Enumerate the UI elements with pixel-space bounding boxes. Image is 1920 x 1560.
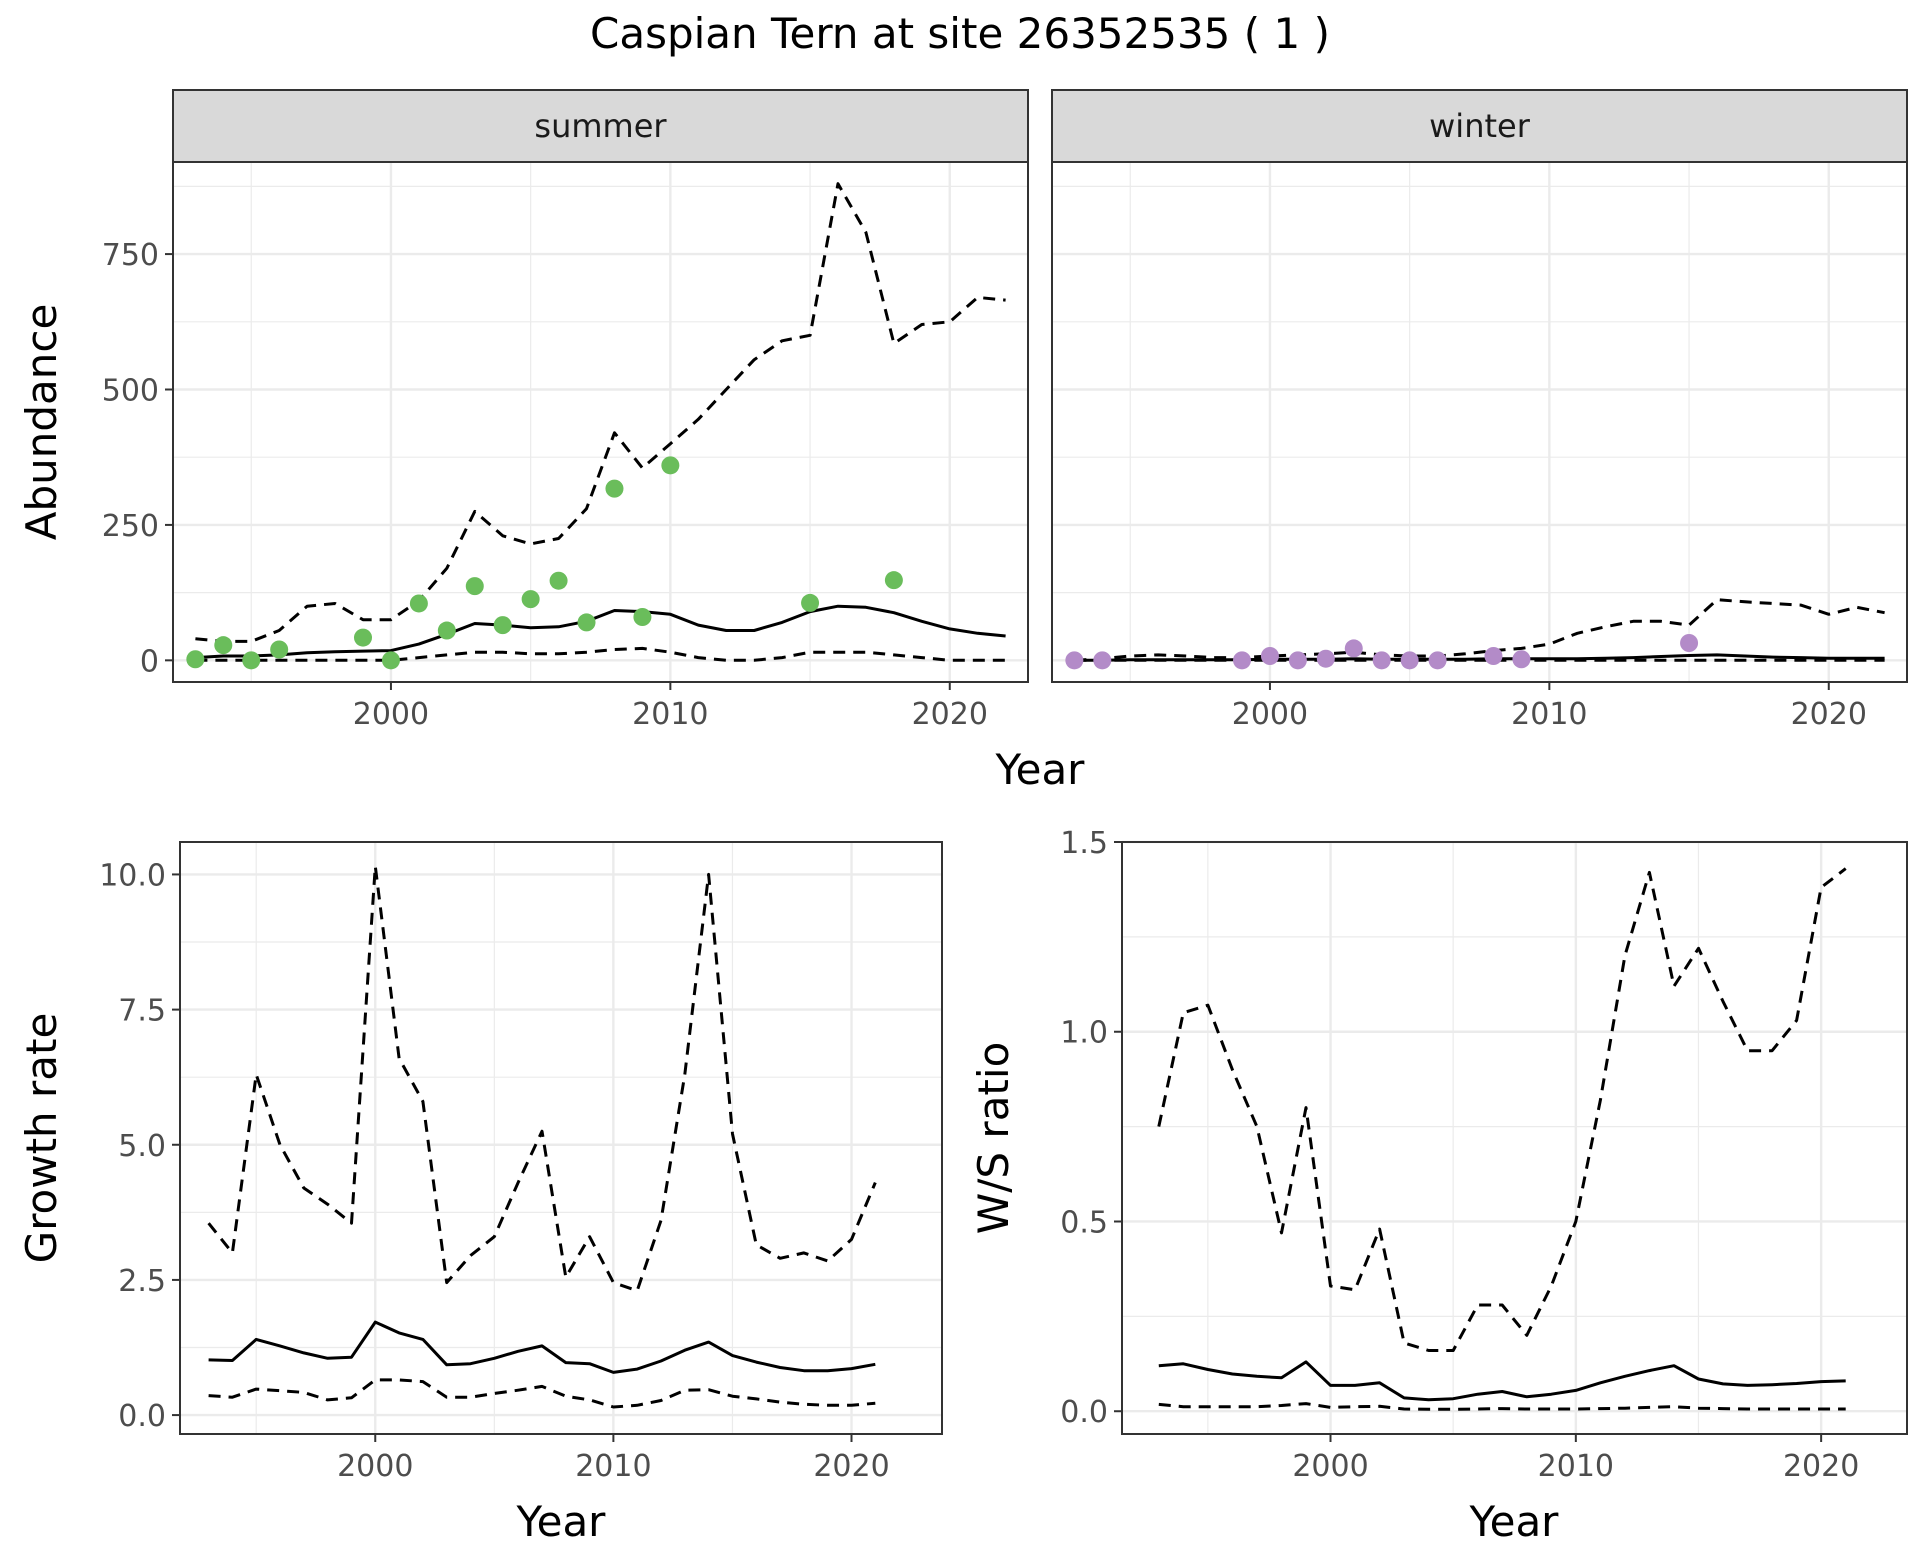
abundance-summer-strip xyxy=(172,89,1029,163)
ratio-x-tick-label: 2010 xyxy=(1538,1449,1614,1484)
abundance-summer-observation-point xyxy=(577,613,596,632)
abundance-summer-observation-point xyxy=(186,650,205,669)
ratio-series-estimate-line xyxy=(1158,1360,1846,1402)
abundance-winter-observation-point xyxy=(1484,647,1503,665)
growth-x-tick-label: 2000 xyxy=(337,1449,413,1484)
growth-x-tick-label: 2020 xyxy=(813,1449,889,1484)
abundance-summer-observation-point xyxy=(633,608,652,626)
abundance-winter-panel: 2000 2010 2020 xyxy=(1051,161,1908,732)
abundance-summer-x-tick-label: 2000 xyxy=(353,697,429,732)
ratio-series-lower-line xyxy=(1158,1402,1846,1411)
abundance-summer-observation-point xyxy=(884,571,903,590)
abundance-winter-observation-point xyxy=(1372,651,1391,670)
abundance-winter-observation-point xyxy=(1260,647,1279,665)
abundance-winter-observation-point xyxy=(1680,634,1699,652)
ratio-y-axis-title: W/S ratio xyxy=(969,1042,1018,1235)
growth-y-axis-title: Growth rate xyxy=(17,1013,66,1264)
abundance-summer-series-estimate-line xyxy=(195,604,1006,660)
ws-ratio-chart: 2000 2010 2020 0.0 0.5 1.0 1.5 Year W/S ratio xyxy=(969,826,1908,1546)
abundance-summer-observation-point xyxy=(381,651,400,670)
abundance-summer-panel-background xyxy=(173,162,1028,682)
growth-y-tick-label: 2.5 xyxy=(118,1264,166,1299)
abundance-x-axis-title: Year xyxy=(995,745,1086,794)
ratio-y-tick-label: 1.0 xyxy=(1060,1016,1108,1051)
growth-panel-background xyxy=(180,842,942,1434)
growth-y-tick-label: 0.0 xyxy=(118,1399,166,1434)
ratio-x-tick-label: 2000 xyxy=(1292,1449,1368,1484)
abundance-summer-y-tick-label: 250 xyxy=(102,509,159,544)
abundance-summer-x-tick-label: 2010 xyxy=(632,697,708,732)
abundance-summer-observation-point xyxy=(437,621,456,640)
growth-y-tick-label: 10.0 xyxy=(99,858,166,893)
abundance-summer-series-upper-line xyxy=(195,182,1006,643)
abundance-winter-observation-point xyxy=(1288,651,1307,670)
ratio-x-axis-title: Year xyxy=(1469,1497,1560,1546)
growth-panel-border xyxy=(179,841,943,1435)
abundance-winter-observation-point xyxy=(1093,651,1112,670)
abundance-winter-observation-point xyxy=(1512,650,1531,669)
abundance-winter-panel-background xyxy=(1052,162,1907,682)
ratio-y-tick-label: 1.5 xyxy=(1060,826,1108,861)
growth-rate-chart: 2000 2010 2020 0.0 2.5 5.0 7.5 10.0 Year Growth r… xyxy=(17,841,943,1546)
abundance-summer-observation-point xyxy=(493,616,512,635)
abundance-summer-strip-label: summer xyxy=(534,107,667,145)
abundance-summer-observation-point xyxy=(242,651,261,670)
abundance-winter-observation-point xyxy=(1316,649,1335,668)
ratio-x-tick-label: 2020 xyxy=(1783,1449,1859,1484)
abundance-winter-panel-border xyxy=(1051,161,1908,683)
abundance-summer-observation-point xyxy=(521,590,540,609)
abundance-summer-observation-point xyxy=(465,577,484,596)
abundance-summer-observation-point xyxy=(409,594,428,613)
abundance-summer-observation-point xyxy=(605,479,624,498)
abundance-winter-observation-point xyxy=(1428,651,1447,670)
abundance-winter-x-tick-label: 2010 xyxy=(1511,697,1587,732)
abundance-winter-strip-label: winter xyxy=(1429,107,1531,145)
ratio-series-upper-line xyxy=(1157,867,1847,1352)
abundance-summer-observation-point xyxy=(801,593,820,612)
abundance-summer-observation-point xyxy=(549,571,568,590)
figure-title: Caspian Tern at site 26352535 ( 1 ) xyxy=(590,9,1330,58)
abundance-winter-series-upper-line xyxy=(1074,598,1885,662)
abundance-winter-observation-point xyxy=(1233,651,1251,670)
abundance-summer-y-tick-label: 500 xyxy=(102,374,159,409)
abundance-summer-observation-point xyxy=(354,628,372,647)
abundance-summer-observation-point xyxy=(270,640,289,659)
abundance-winter-observation-point xyxy=(1065,651,1084,670)
abundance-summer-observation-point xyxy=(661,456,680,475)
growth-series-upper-line xyxy=(207,864,877,1293)
ratio-y-tick-label: 0.0 xyxy=(1060,1395,1108,1430)
growth-series-estimate-line xyxy=(208,1320,876,1374)
abundance-summer-x-tick-label: 2020 xyxy=(912,697,988,732)
growth-y-tick-label: 5.0 xyxy=(118,1129,166,1164)
abundance-summer-panel-border xyxy=(172,161,1029,683)
growth-x-tick-label: 2010 xyxy=(575,1449,651,1484)
ratio-panel-border xyxy=(1121,841,1908,1435)
growth-y-tick-label: 7.5 xyxy=(118,994,166,1029)
abundance-summer-y-tick-label: 750 xyxy=(102,238,159,273)
abundance-summer-panel: 2000 2010 2020 0 250 500 750 xyxy=(102,161,1029,732)
abundance-winter-x-tick-label: 2000 xyxy=(1232,697,1308,732)
ratio-y-tick-label: 0.5 xyxy=(1060,1205,1108,1240)
abundance-winter-observation-point xyxy=(1400,651,1419,670)
growth-panel: 2000 2010 2020 0.0 2.5 5.0 7.5 10.0 xyxy=(99,841,943,1484)
abundance-summer-observation-point xyxy=(214,636,233,655)
abundance-summer-series-lower-line xyxy=(195,646,1006,662)
abundance-summer-y-tick-label: 0 xyxy=(140,644,159,679)
growth-x-axis-title: Year xyxy=(516,1497,607,1546)
abundance-winter-x-tick-label: 2020 xyxy=(1791,697,1867,732)
ratio-panel: 2000 2010 2020 0.0 0.5 1.0 1.5 xyxy=(1060,826,1908,1484)
growth-series-lower-line xyxy=(208,1378,876,1409)
abundance-y-axis-title: Abundance xyxy=(17,304,66,541)
abundance-winter-observation-point xyxy=(1344,639,1363,658)
ratio-panel-background xyxy=(1122,842,1907,1434)
